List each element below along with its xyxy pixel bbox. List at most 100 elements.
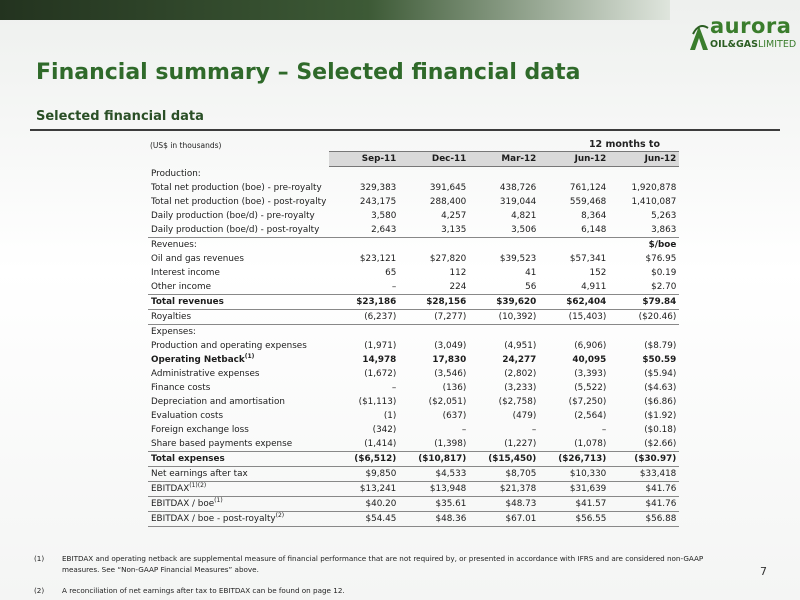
cell: (4,951) (504, 341, 537, 351)
cell: $28,156 (399, 294, 470, 310)
cell: ($15,450) (469, 451, 540, 467)
cell: ($2,051) (428, 397, 467, 407)
cell: $39,620 (469, 294, 540, 310)
cell: $50.59 (642, 355, 677, 365)
table-row: Other income –224 56 4,911 $2.70 (148, 280, 680, 295)
cell: 329,383 (359, 183, 397, 193)
column-header: Dec-11 (399, 151, 470, 167)
cell: $4,533 (399, 466, 470, 482)
cell: $57,341 (569, 254, 607, 264)
row-label: Administrative expenses (148, 367, 329, 381)
row-label-text: Oil and gas revenues (151, 254, 244, 264)
cell: $0.19 (651, 268, 677, 278)
row-label-text: Production and operating expenses (151, 341, 307, 351)
row-label: EBITDAX(1)(2) (148, 481, 330, 497)
cell: $33,418 (609, 466, 680, 482)
logo-sub: OIL&GASLIMITED (710, 39, 796, 50)
cell: $54.45 (329, 511, 400, 527)
cell: ($6,512) (329, 451, 400, 467)
cell: ($4.63) (644, 383, 677, 393)
column-header: Jun-12 (539, 151, 610, 167)
financial-table: Sep-11 Dec-11 Mar-12 Jun-12 Jun-12 Production… (148, 151, 680, 527)
table-row: Production and operating expenses (1,971)… (148, 339, 679, 353)
cell: 1,410,087 (631, 197, 677, 207)
cell (329, 238, 399, 253)
cell: (10,392) (469, 309, 540, 325)
cell: (2,564) (574, 411, 607, 421)
row-label: Foreign exchange loss (148, 423, 329, 437)
row-label: Total net production (boe) - pre-royalty (148, 181, 329, 195)
logo-sub-light: LIMITED (757, 39, 797, 50)
cell: 17,830 (432, 355, 467, 365)
cell: (3,546) (434, 369, 467, 379)
row-label-text: Production: (151, 168, 201, 179)
cell: – (461, 425, 467, 435)
table-row: Interest income 65 112 41 152 $0.19 (148, 266, 679, 280)
row-label: Depreciation and amortisation (148, 395, 329, 409)
footnote-text: A reconciliation of net earnings after t… (62, 586, 345, 595)
cell: (5,522) (574, 383, 607, 393)
cell: $56.55 (539, 511, 610, 527)
logo-name: aurora (710, 14, 792, 38)
cell: $67.01 (469, 511, 540, 527)
cell: $76.95 (645, 254, 677, 264)
cell: $41.57 (539, 496, 610, 512)
cell: 14,978 (362, 355, 397, 365)
cell: $27,820 (429, 254, 467, 264)
cell: (6,237) (329, 309, 400, 325)
period-header: 12 months to (588, 139, 660, 150)
footnote-ref: (1) (244, 353, 255, 361)
cell: $13,948 (399, 481, 470, 497)
cell: 56 (469, 280, 540, 295)
cell: (1,227) (469, 437, 540, 452)
cell: ($0.18) (644, 425, 677, 435)
row-label-text: Foreign exchange loss (151, 425, 249, 435)
row-label: EBITDAX / boe - post-royalty(2) (148, 511, 330, 527)
footnote-text: EBITDAX and operating netback are supple… (62, 554, 704, 574)
row-label-text: Total net production (boe) - post-royalt… (151, 197, 327, 207)
cell: $31,639 (539, 481, 610, 497)
cell: 3,580 (371, 211, 397, 221)
table-row: Production: (148, 167, 679, 182)
cell: 8,364 (581, 211, 607, 221)
row-label: Net earnings after tax (148, 466, 330, 482)
table-row: Foreign exchange loss (342) – – – ($0.18) (148, 423, 679, 437)
column-header: Jun-12 (609, 151, 680, 167)
cell: 288,400 (429, 197, 467, 207)
title: Financial summary – Selected financial d… (36, 60, 581, 85)
row-label-text: Total revenues (151, 297, 224, 307)
row-label-text: Total expenses (151, 454, 225, 464)
table-row: Daily production (boe/d) - pre-royalty 3,… (148, 209, 679, 223)
cell (539, 325, 609, 340)
cell: – (391, 383, 397, 393)
row-label: Share based payments expense (148, 437, 330, 452)
cell: (479) (512, 411, 537, 421)
cell: $/boe (648, 240, 677, 250)
cell: $2.70 (609, 280, 680, 295)
table-row: Revenues: $/boe (148, 238, 679, 253)
cell: ($8.79) (644, 341, 677, 351)
row-label: Total expenses (148, 451, 330, 467)
cell: 3,135 (399, 223, 470, 238)
table-row: Daily production (boe/d) - post-royalty 2… (148, 223, 680, 238)
row-label: Oil and gas revenues (148, 252, 329, 266)
column-header: Mar-12 (469, 151, 540, 167)
cell: 152 (589, 268, 607, 278)
cell (609, 325, 679, 340)
row-label: EBITDAX / boe(1) (148, 496, 330, 512)
cell (539, 238, 609, 253)
row-label-text: Administrative expenses (151, 369, 260, 379)
cell: 112 (449, 268, 467, 278)
row-label: Finance costs (148, 381, 329, 395)
cell: (15,403) (539, 309, 610, 325)
cell: 1,920,878 (631, 183, 677, 193)
row-label: Production: (148, 167, 329, 182)
cell: $35.61 (399, 496, 470, 512)
row-label: Evaluation costs (148, 409, 329, 423)
row-label-text: Expenses: (151, 327, 196, 337)
header-row: Sep-11 Dec-11 Mar-12 Jun-12 Jun-12 (148, 151, 680, 167)
cell (329, 167, 399, 182)
table-row: EBITDAX(1)(2) $13,241 $13,948 $21,378 $31,63… (148, 481, 680, 497)
row-label: Other income (148, 280, 330, 295)
cell: 319,044 (499, 197, 537, 207)
